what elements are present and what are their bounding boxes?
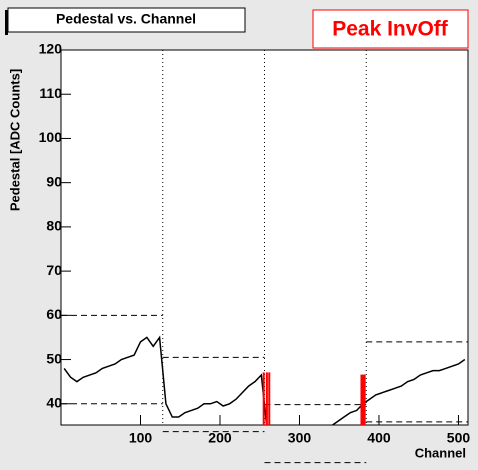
chart-title: Pedestal vs. Channel bbox=[56, 11, 196, 27]
y-axis-label: Pedestal [ADC Counts] bbox=[7, 69, 22, 211]
plot-area bbox=[63, 335, 466, 425]
y-tick-label: 120 bbox=[39, 41, 63, 57]
annotation: Peak InvOff bbox=[332, 18, 449, 41]
title-shadow bbox=[5, 10, 8, 35]
x-tick-label: 300 bbox=[288, 430, 312, 446]
x-tick-label: 400 bbox=[367, 430, 391, 446]
y-tick-label: 40 bbox=[46, 394, 62, 410]
title-box bbox=[7, 7, 246, 33]
y-tick-label: 110 bbox=[39, 85, 62, 101]
x-tick-label: 100 bbox=[129, 430, 153, 446]
y-tick-label: 90 bbox=[46, 173, 62, 189]
annotation-box bbox=[312, 9, 469, 49]
x-tick-label: 200 bbox=[208, 430, 232, 446]
y-tick-label: 70 bbox=[46, 262, 62, 278]
x-tick-label: 500 bbox=[447, 430, 471, 446]
y-tick-label: 60 bbox=[46, 306, 62, 322]
x-axis-label: Channel bbox=[415, 445, 466, 460]
y-tick-label: 100 bbox=[39, 129, 63, 145]
y-tick-label: 50 bbox=[46, 350, 62, 366]
y-tick-label: 80 bbox=[46, 218, 62, 234]
